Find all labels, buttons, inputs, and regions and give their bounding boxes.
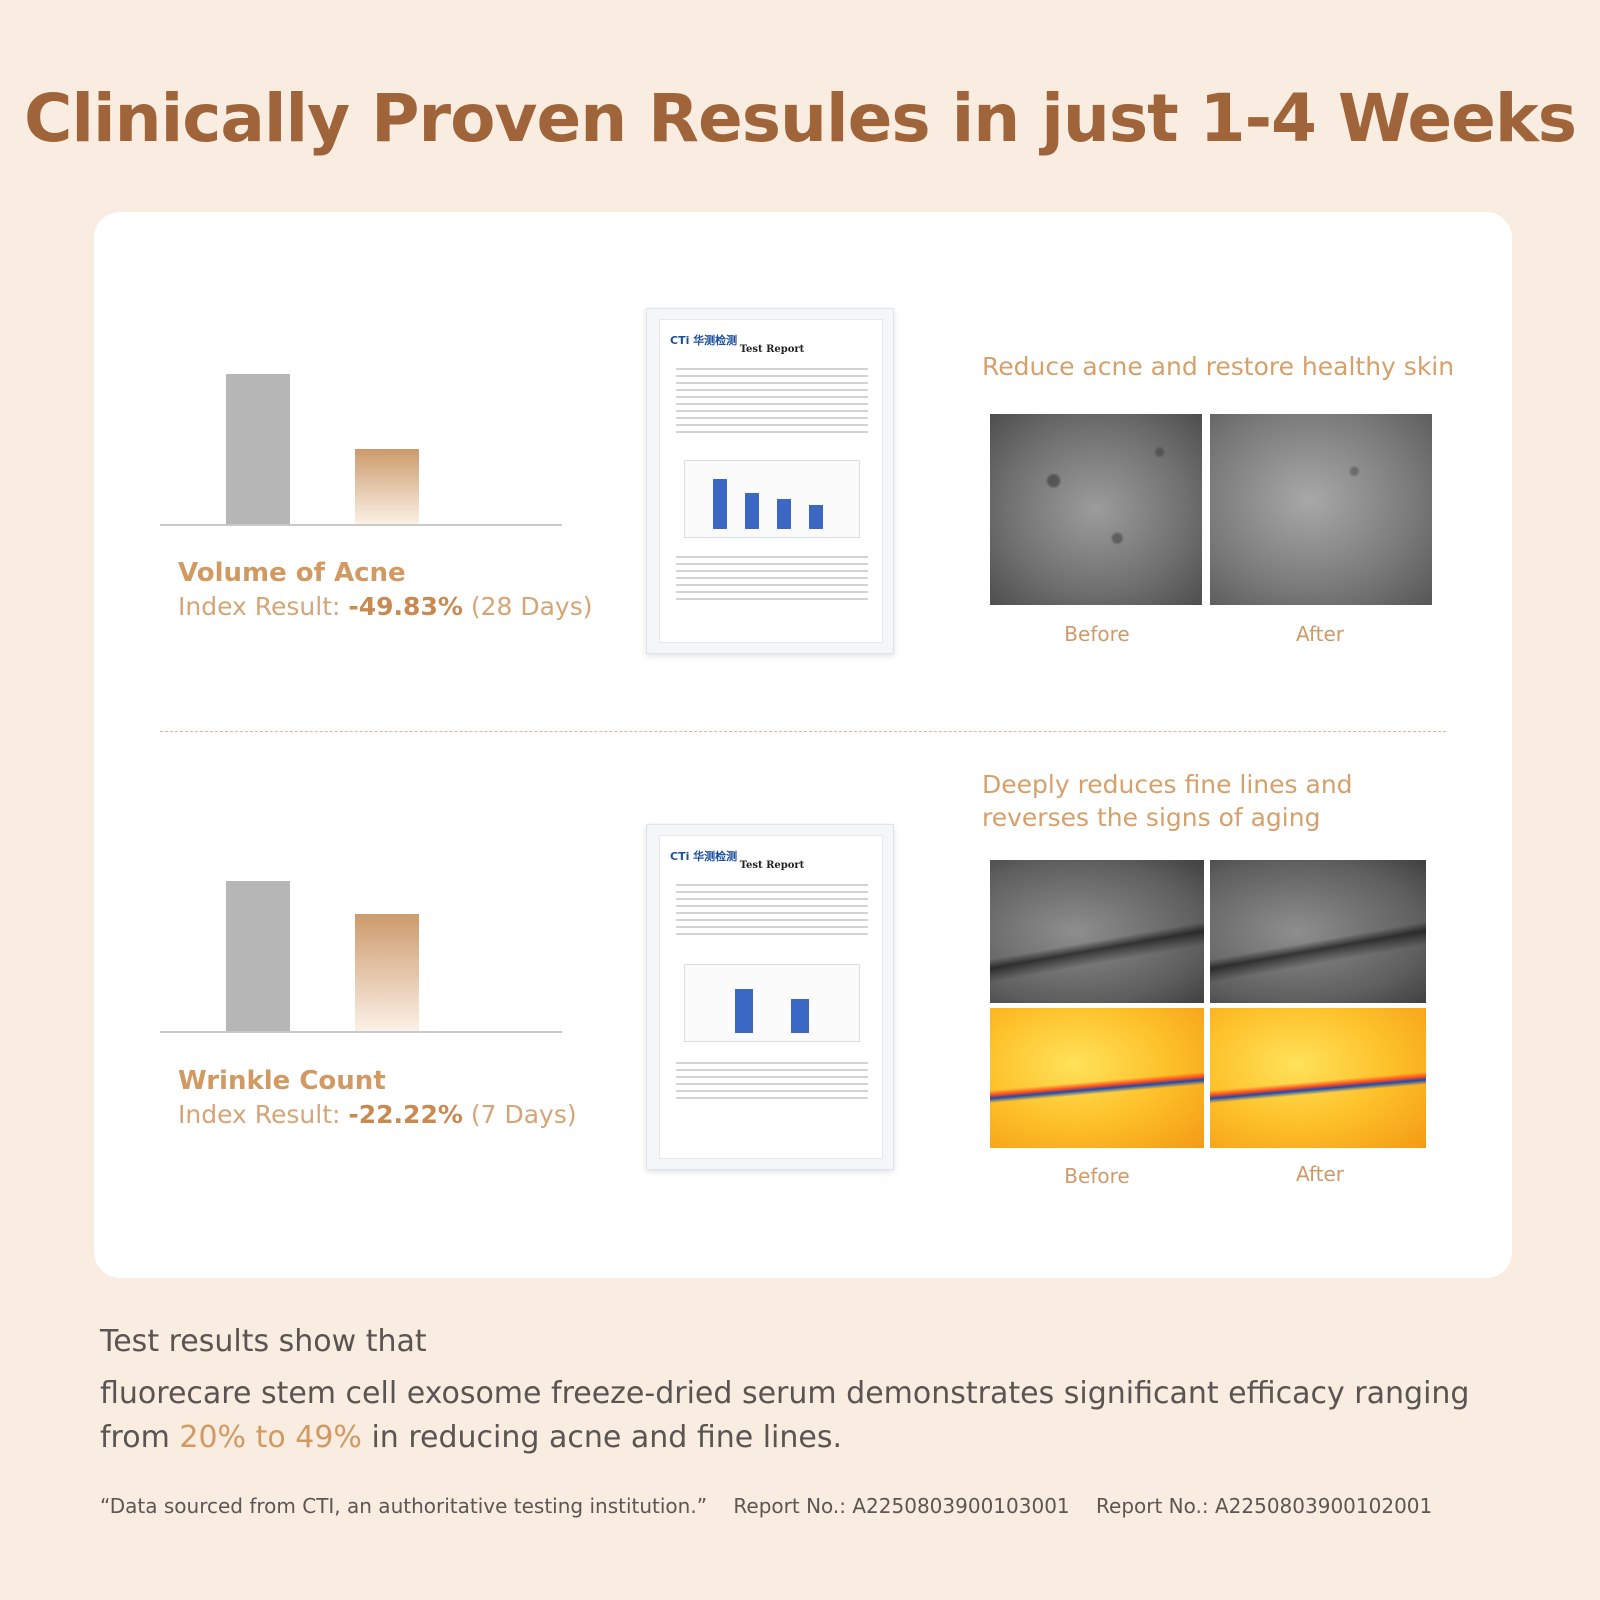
wrinkle-metric-name: Wrinkle Count [178,1066,386,1096]
acne-section-heading: Reduce acne and restore healthy skin [982,352,1455,381]
acne-report-table [676,368,868,438]
wrinkle-report-page: CTi 华测检测 Test Report [659,835,883,1159]
footnote-report-2: Report No.: A2250803900102001 [1096,1494,1433,1518]
summary-body-end: in reducing acne and fine lines. [361,1420,843,1455]
wrinkle-result-value: -22.22% [348,1100,463,1129]
wrinkle-index-result: Index Result: -22.22% (7 Days) [178,1100,577,1129]
summary-highlight: 20% to 49% [179,1420,362,1455]
acne-report-page: CTi 华测检测 Test Report [659,319,883,643]
wrinkle-result-prefix: Index Result: [178,1100,349,1129]
wrinkle-before-label: Before [1064,1164,1130,1188]
acne-metric-name: Volume of Acne [178,558,406,588]
wrinkle-result-period: (7 Days) [462,1100,577,1129]
acne-report-chart [684,460,860,538]
wrinkle-after-bar [355,914,419,1031]
summary-body-start: fluorecare stem cell exosome freeze-drie… [100,1376,1470,1455]
wrinkle-report-text [676,1062,868,1104]
wrinkle-before-heatmap [990,1008,1204,1148]
wrinkle-chart-baseline [160,1031,562,1033]
acne-after-label: After [1295,622,1345,646]
acne-chart-baseline [160,524,562,526]
wrinkle-before-bar [226,881,290,1031]
acne-result-period: (28 Days) [462,592,593,621]
acne-before-photo [990,414,1202,605]
wrinkle-after-heatmap [1210,1008,1426,1148]
wrinkle-test-report-image: CTi 华测检测 Test Report [646,824,894,1170]
footnote-report-1: Report No.: A2250803900103001 [733,1494,1070,1518]
acne-before-label: Before [1064,622,1130,646]
acne-before-bar [226,374,290,524]
acne-result-prefix: Index Result: [178,592,349,621]
page-title: Clinically Proven Resules in just 1-4 We… [23,80,1577,157]
summary-lead: Test results show that [100,1324,427,1359]
acne-result-value: -49.83% [348,592,463,621]
cti-logo: CTi 华测检测 [670,850,738,863]
footnote-source: “Data sourced from CTI, an authoritative… [100,1494,708,1518]
acne-test-report-image: CTi 华测检测 Test Report [646,308,894,654]
wrinkle-after-photo [1210,860,1426,1003]
wrinkle-before-photo [990,860,1204,1003]
wrinkle-after-label: After [1295,1162,1345,1186]
wrinkle-report-heading: Test Report [739,860,805,871]
section-divider [160,731,1446,732]
acne-report-heading: Test Report [739,344,805,355]
acne-index-result: Index Result: -49.83% (28 Days) [178,592,593,621]
acne-report-text [676,556,868,605]
acne-after-photo [1210,414,1432,605]
wrinkle-section-heading: Deeply reduces fine lines and reverses t… [982,770,1353,832]
footnote: “Data sourced from CTI, an authoritative… [100,1494,1452,1518]
summary-body: fluorecare stem cell exosome freeze-drie… [100,1372,1520,1460]
wrinkle-report-table [676,884,868,940]
wrinkle-report-chart [684,964,860,1042]
acne-after-bar [355,448,419,524]
cti-logo: CTi 华测检测 [670,334,738,347]
